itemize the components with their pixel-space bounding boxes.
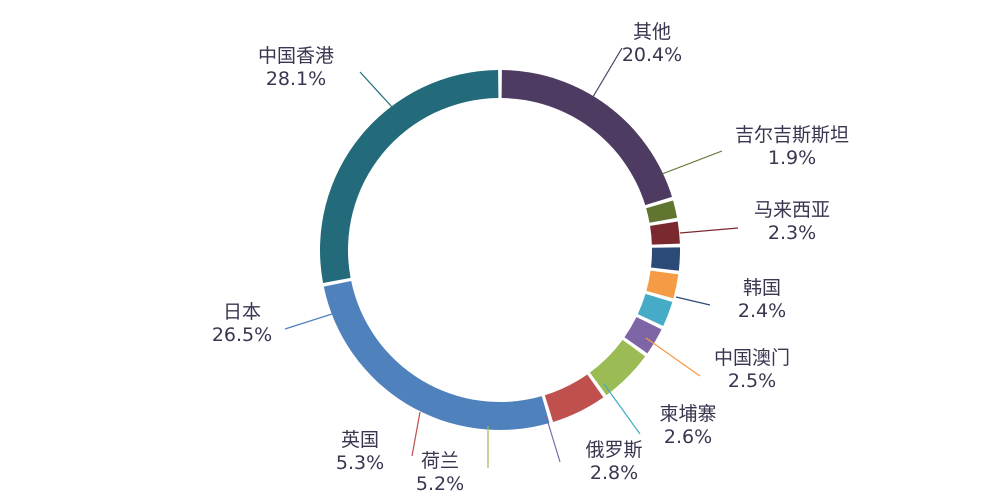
slice-label-value-0: 20.4%: [622, 44, 682, 66]
slice-label-value-3: 2.4%: [738, 300, 786, 322]
slice-label-name-10: 中国香港: [258, 45, 334, 67]
leader-line-0: [583, 47, 623, 113]
slice-9: [323, 280, 550, 430]
leader-line-10: [359, 71, 393, 108]
leader-line-2: [679, 227, 739, 234]
slice-label-name-9: 日本: [223, 301, 261, 323]
slice-8: [544, 374, 604, 422]
slice-label-value-2: 2.3%: [768, 222, 816, 244]
slice-3: [650, 247, 680, 271]
slice-label-value-5: 2.6%: [664, 426, 712, 448]
slice-label-value-1: 1.9%: [768, 147, 816, 169]
leader-line-6: [545, 415, 561, 463]
slice-4: [646, 270, 679, 299]
leader-line-1: [661, 150, 723, 175]
slice-label-value-10: 28.1%: [266, 68, 326, 90]
leader-line-8: [411, 411, 421, 457]
leader-lines: [284, 47, 739, 468]
slice-label-name-2: 马来西亚: [754, 199, 830, 221]
slice-10: [320, 70, 499, 283]
slice-label-value-6: 2.8%: [590, 462, 638, 484]
slice-label-name-8: 英国: [341, 429, 379, 451]
slice-1: [646, 200, 678, 223]
slice-label-value-7: 5.2%: [416, 473, 464, 495]
leader-line-9: [284, 313, 333, 330]
slice-label-name-3: 韩国: [743, 277, 781, 299]
slice-label-name-0: 其他: [633, 21, 671, 43]
leader-line-3: [675, 296, 711, 306]
donut-slices: [320, 70, 680, 430]
slice-0: [501, 70, 672, 206]
slice-7: [589, 339, 646, 396]
slice-label-name-6: 俄罗斯: [585, 439, 642, 461]
slice-label-name-1: 吉尔吉斯斯坦: [735, 124, 849, 146]
slice-label-name-4: 中国澳门: [714, 347, 790, 369]
slice-label-value-9: 26.5%: [212, 324, 272, 346]
slice-label-name-5: 柬埔寨: [659, 403, 716, 425]
slice-label-value-8: 5.3%: [336, 452, 384, 474]
leader-line-5: [603, 383, 641, 435]
slice-5: [637, 293, 673, 326]
leader-line-4: [645, 337, 701, 377]
slice-6: [624, 317, 662, 354]
slice-label-value-4: 2.5%: [728, 370, 776, 392]
slice-label-name-7: 荷兰: [421, 450, 459, 472]
slice-2: [650, 221, 680, 245]
